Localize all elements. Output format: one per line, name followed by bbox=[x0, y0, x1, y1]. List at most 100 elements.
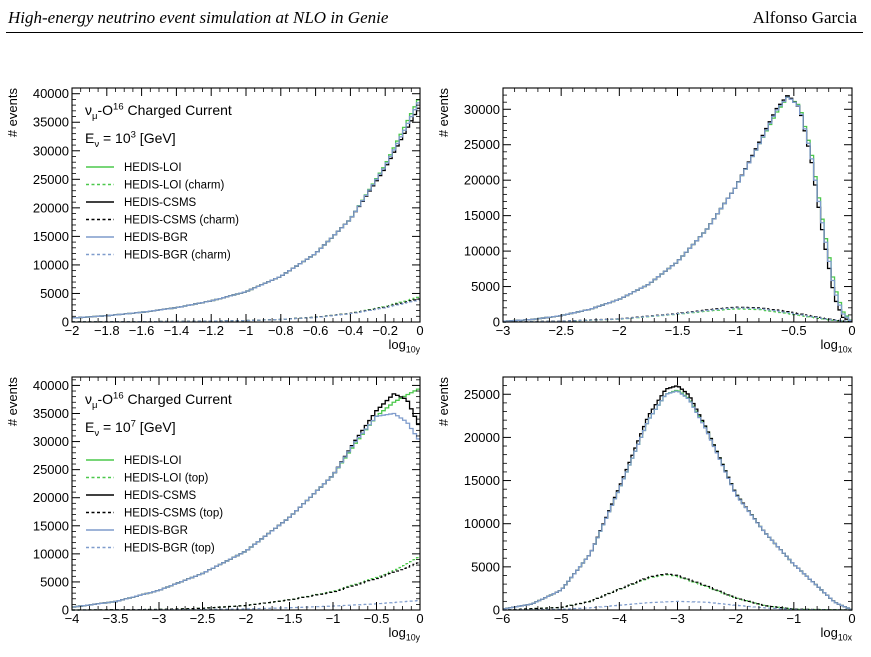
y-tick-label: 20000 bbox=[33, 200, 69, 215]
legend-entry: HEDIS-CSMS (charm) bbox=[124, 215, 239, 227]
legend-entry: HEDIS-CSMS bbox=[124, 490, 197, 502]
page-header: High-energy neutrino event simulation at… bbox=[0, 0, 871, 34]
y-tick-label: 25000 bbox=[464, 387, 500, 402]
series-line-5 bbox=[72, 299, 420, 323]
y-tick-label: 5000 bbox=[40, 286, 69, 301]
x-tick-label: −3 bbox=[496, 323, 511, 338]
x-tick-label: −1.6 bbox=[129, 323, 155, 338]
x-tick-label: −1 bbox=[239, 323, 254, 338]
x-tick-label: −0.4 bbox=[338, 323, 364, 338]
x-tick-label: −3 bbox=[152, 611, 167, 626]
y-tick-label: 0 bbox=[493, 315, 500, 330]
legend-entry: HEDIS-BGR (charm) bbox=[124, 250, 231, 262]
x-tick-label: −4 bbox=[65, 611, 80, 626]
series-line-4 bbox=[503, 96, 852, 322]
x-tick-label: −1.5 bbox=[277, 611, 303, 626]
x-tick-label: −2.5 bbox=[548, 323, 574, 338]
x-tick-label: −2 bbox=[65, 323, 80, 338]
x-tick-label: −2.5 bbox=[190, 611, 216, 626]
x-tick-label: 0 bbox=[416, 611, 423, 626]
x-tick-label: 0 bbox=[416, 323, 423, 338]
series-line-4 bbox=[503, 390, 852, 610]
y-tick-label: 0 bbox=[62, 603, 69, 618]
y-tick-label: 20000 bbox=[33, 490, 69, 505]
legend-entry: HEDIS-LOI bbox=[124, 162, 182, 174]
y-tick-label: 20000 bbox=[464, 173, 500, 188]
legend-entry: HEDIS-LOI (top) bbox=[124, 473, 209, 485]
panel-subtitle: Eν = 103 [GeV] bbox=[85, 130, 176, 150]
legend-entry: HEDIS-BGR bbox=[124, 525, 188, 537]
y-tick-label: 30000 bbox=[464, 102, 500, 117]
series-line-5 bbox=[503, 600, 852, 611]
y-tick-label: 5000 bbox=[471, 279, 500, 294]
y-axis-label: # events bbox=[436, 88, 451, 138]
y-tick-label: 40000 bbox=[33, 86, 69, 101]
y-tick-label: 25000 bbox=[33, 462, 69, 477]
x-tick-label: −0.2 bbox=[372, 323, 398, 338]
y-tick-label: 15000 bbox=[464, 473, 500, 488]
y-tick-label: 35000 bbox=[33, 406, 69, 421]
running-author: Alfonso Garcia bbox=[752, 8, 857, 27]
series-line-5 bbox=[503, 307, 852, 323]
x-axis-label: log10x bbox=[820, 625, 852, 643]
x-tick-label: −1 bbox=[786, 611, 801, 626]
panel-title: νμ-O16 Charged Current bbox=[85, 391, 232, 411]
chart-panel-bottom-right: −6 −5 −4 −3 −2 −1 0 0 5000 10000 15000 20000 25000 lo… bbox=[436, 376, 856, 643]
x-tick-label: −5 bbox=[554, 611, 569, 626]
x-tick-label: 0 bbox=[848, 323, 855, 338]
header-rule bbox=[6, 32, 863, 33]
legend-entry: HEDIS-BGR bbox=[124, 232, 188, 244]
x-tick-label: −1 bbox=[326, 611, 341, 626]
chart-panel-top-left: −2 −1.8 −1.6 −1.4 −1.2 −1 −0.8 −0.6 −0.4 −0.2 0 0 50… bbox=[5, 86, 424, 354]
x-tick-label: −0.8 bbox=[268, 323, 294, 338]
y-tick-label: 5000 bbox=[40, 574, 69, 589]
y-tick-label: 30000 bbox=[33, 434, 69, 449]
y-tick-label: 15000 bbox=[33, 518, 69, 533]
y-tick-label: 10000 bbox=[33, 257, 69, 272]
legend-entry: HEDIS-CSMS bbox=[124, 197, 197, 209]
y-axis-label: # events bbox=[5, 377, 20, 427]
y-tick-label: 25000 bbox=[464, 137, 500, 152]
x-axis-label: log10x bbox=[820, 337, 852, 355]
x-tick-label: −2 bbox=[728, 611, 743, 626]
x-tick-label: −2 bbox=[239, 611, 254, 626]
y-tick-label: 40000 bbox=[33, 378, 69, 393]
y-tick-label: 15000 bbox=[33, 229, 69, 244]
legend-entry: HEDIS-BGR (top) bbox=[124, 543, 215, 555]
series-line-2 bbox=[503, 95, 852, 322]
y-tick-label: 35000 bbox=[33, 115, 69, 130]
series-line-0 bbox=[503, 96, 852, 322]
x-tick-label: −4 bbox=[612, 611, 627, 626]
x-tick-label: −1.5 bbox=[665, 323, 691, 338]
x-tick-label: −6 bbox=[496, 611, 511, 626]
y-tick-label: 15000 bbox=[464, 208, 500, 223]
x-tick-label: −1.2 bbox=[198, 323, 224, 338]
y-tick-label: 5000 bbox=[471, 559, 500, 574]
y-tick-label: 25000 bbox=[33, 172, 69, 187]
x-tick-label: −1.4 bbox=[164, 323, 190, 338]
y-tick-label: 10000 bbox=[464, 516, 500, 531]
y-axis-label: # events bbox=[436, 377, 451, 427]
x-tick-label: −3 bbox=[670, 611, 685, 626]
running-title: High-energy neutrino event simulation at… bbox=[8, 8, 389, 27]
x-tick-label: −0.6 bbox=[303, 323, 329, 338]
x-axis-label: log10y bbox=[388, 625, 420, 643]
legend-entry: HEDIS-LOI bbox=[124, 455, 182, 467]
plot-frame bbox=[502, 87, 853, 323]
series-line-4 bbox=[72, 412, 420, 608]
chart-panel-bottom-left: −4 −3.5 −3 −2.5 −2 −1.5 −1 −0.5 0 0 5000 10000 15000… bbox=[5, 376, 424, 643]
legend-entry: HEDIS-LOI (charm) bbox=[124, 180, 224, 192]
y-tick-label: 20000 bbox=[464, 430, 500, 445]
x-tick-label: −3.5 bbox=[103, 611, 129, 626]
chart-panel-top-right: −3 −2.5 −2 −1.5 −1 −0.5 0 0 5000 10000 15000 20000 2… bbox=[436, 87, 856, 355]
y-tick-label: 0 bbox=[493, 603, 500, 618]
legend-entry: HEDIS-CSMS (top) bbox=[124, 508, 223, 520]
y-tick-label: 0 bbox=[62, 315, 69, 330]
x-tick-label: −2 bbox=[612, 323, 627, 338]
x-tick-label: −0.5 bbox=[781, 323, 807, 338]
panel-title: νμ-O16 Charged Current bbox=[85, 102, 232, 122]
series-line-4 bbox=[72, 102, 420, 319]
y-tick-label: 10000 bbox=[33, 546, 69, 561]
x-tick-label: −1 bbox=[728, 323, 743, 338]
